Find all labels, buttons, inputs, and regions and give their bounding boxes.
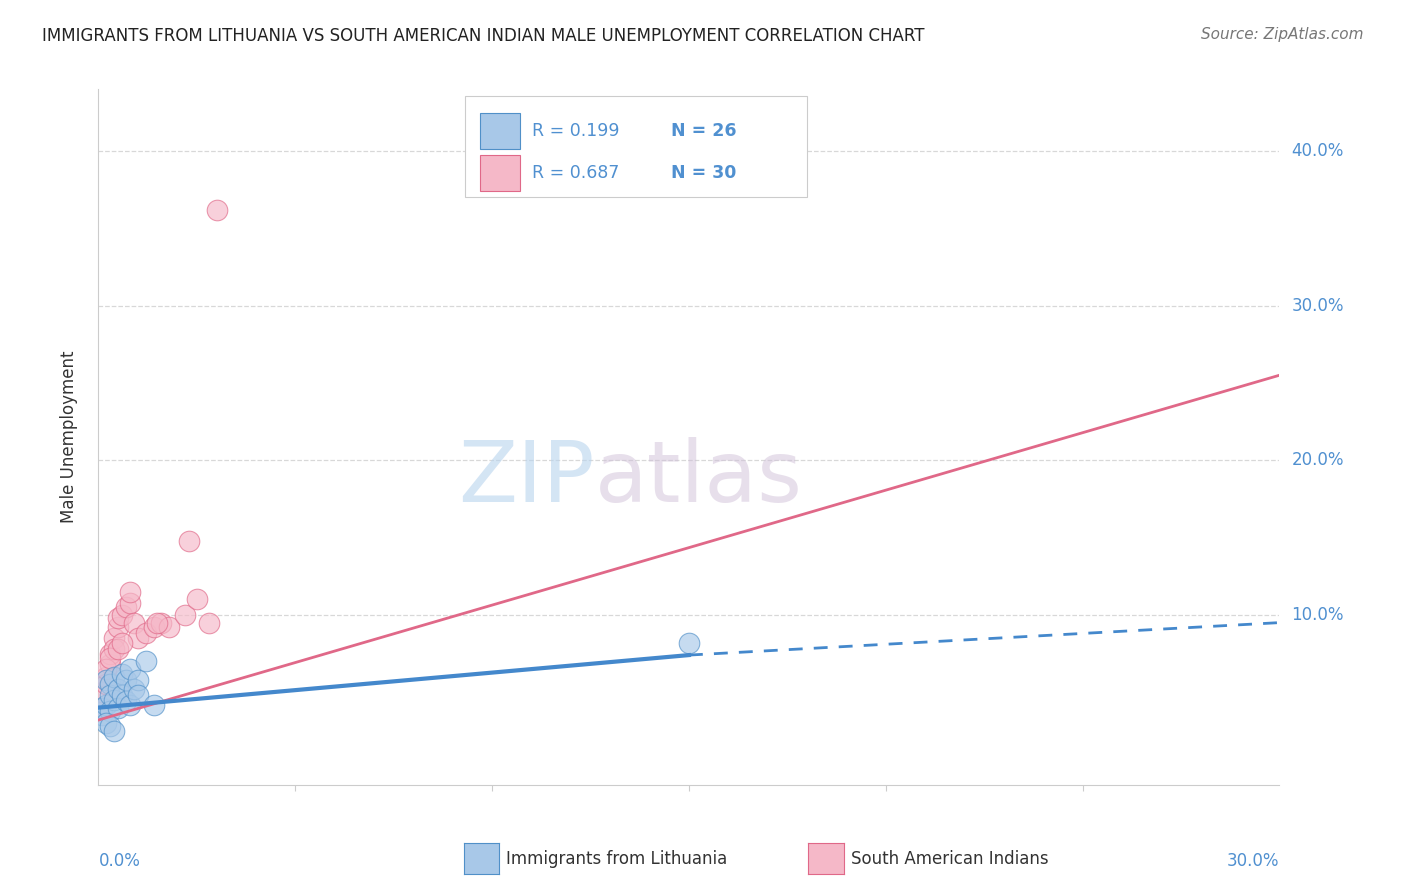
FancyBboxPatch shape: [479, 154, 520, 191]
Point: [122, 615, 145, 630]
Point: [197, 615, 219, 630]
Point: [96, 662, 118, 676]
Text: 20.0%: 20.0%: [1291, 451, 1344, 469]
Text: N = 30: N = 30: [671, 164, 737, 182]
Text: 0.0%: 0.0%: [98, 852, 141, 870]
Text: R = 0.687: R = 0.687: [531, 164, 619, 182]
Text: 30.0%: 30.0%: [1227, 852, 1279, 870]
Point: [98, 719, 121, 733]
Point: [91, 685, 114, 699]
Point: [103, 670, 125, 684]
Text: atlas: atlas: [595, 437, 803, 520]
Point: [96, 673, 118, 687]
Point: [111, 607, 134, 622]
Point: [122, 682, 145, 697]
Text: ZIP: ZIP: [458, 437, 595, 520]
Text: 30.0%: 30.0%: [1291, 297, 1344, 315]
Point: [115, 694, 138, 708]
Text: R = 0.199: R = 0.199: [531, 122, 620, 140]
Point: [115, 673, 138, 687]
Point: [96, 670, 118, 684]
Point: [91, 700, 114, 714]
Point: [103, 693, 125, 707]
Text: 10.0%: 10.0%: [1291, 606, 1344, 624]
Point: [142, 620, 165, 634]
Point: [135, 626, 157, 640]
Y-axis label: Male Unemployment: Male Unemployment: [59, 351, 77, 524]
Point: [98, 688, 121, 702]
Point: [111, 636, 134, 650]
Point: [103, 723, 125, 738]
Text: Immigrants from Lithuania: Immigrants from Lithuania: [506, 850, 727, 868]
Point: [98, 651, 121, 665]
Point: [118, 584, 141, 599]
Point: [91, 700, 114, 714]
Point: [111, 666, 134, 681]
Point: [98, 704, 121, 718]
Point: [127, 673, 149, 687]
Point: [142, 698, 165, 712]
Point: [103, 641, 125, 656]
Point: [127, 688, 149, 702]
Point: [118, 662, 141, 676]
Point: [177, 533, 200, 548]
Point: [127, 631, 149, 645]
Point: [118, 698, 141, 712]
Point: [146, 615, 169, 630]
Text: Source: ZipAtlas.com: Source: ZipAtlas.com: [1201, 27, 1364, 42]
Point: [98, 677, 121, 691]
Text: South American Indians: South American Indians: [851, 850, 1049, 868]
Point: [91, 708, 114, 723]
Point: [205, 202, 228, 217]
FancyBboxPatch shape: [479, 113, 520, 149]
Point: [678, 636, 700, 650]
Point: [96, 716, 118, 731]
Point: [157, 620, 180, 634]
Text: 40.0%: 40.0%: [1291, 142, 1344, 160]
Point: [107, 682, 129, 697]
FancyBboxPatch shape: [464, 96, 807, 197]
Text: IMMIGRANTS FROM LITHUANIA VS SOUTH AMERICAN INDIAN MALE UNEMPLOYMENT CORRELATION: IMMIGRANTS FROM LITHUANIA VS SOUTH AMERI…: [42, 27, 925, 45]
Point: [96, 677, 118, 691]
Point: [98, 657, 121, 672]
Point: [115, 600, 138, 615]
Point: [111, 688, 134, 702]
Point: [118, 595, 141, 609]
Point: [107, 641, 129, 656]
Point: [174, 607, 197, 622]
Point: [96, 698, 118, 712]
Point: [150, 615, 173, 630]
Point: [186, 592, 208, 607]
Text: N = 26: N = 26: [671, 122, 737, 140]
Point: [107, 620, 129, 634]
Point: [135, 654, 157, 668]
Point: [107, 700, 129, 714]
Point: [98, 647, 121, 661]
Point: [103, 631, 125, 645]
Point: [107, 611, 129, 625]
